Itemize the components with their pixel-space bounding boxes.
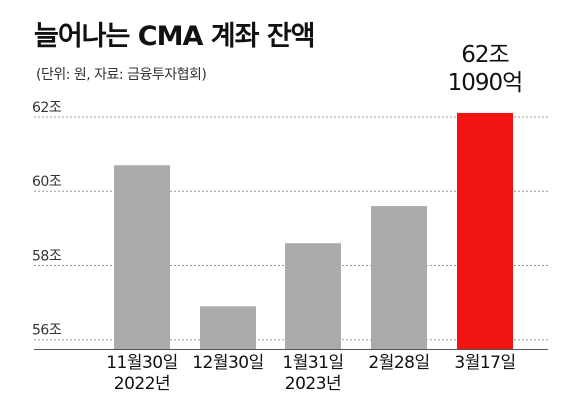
bar bbox=[114, 165, 170, 349]
bar bbox=[371, 206, 427, 349]
x-tick-label: 11월30일 bbox=[106, 353, 178, 373]
x-tick-label: 3월17일 bbox=[454, 353, 515, 373]
x-tick-label: 2월28일 bbox=[368, 353, 429, 373]
bar bbox=[285, 243, 341, 349]
x-tick-label: 2023년 bbox=[285, 374, 341, 394]
y-tick-label: 58조 bbox=[32, 248, 62, 264]
chart-title: 늘어나는 CMA 계좌 잔액 bbox=[34, 21, 315, 52]
y-tick-label: 62조 bbox=[32, 100, 62, 116]
x-tick-label: 2022년 bbox=[114, 374, 170, 394]
data-label: 1090억 bbox=[448, 70, 523, 96]
y-tick-label: 56조 bbox=[32, 323, 62, 339]
data-label: 62조 bbox=[461, 42, 508, 68]
x-tick-label: 12월30일 bbox=[192, 353, 264, 373]
bar bbox=[200, 306, 256, 349]
chart-subtitle: (단위: 원, 자료: 금융투자협회) bbox=[36, 67, 207, 83]
y-tick-label: 60조 bbox=[32, 174, 62, 190]
bar bbox=[457, 112, 513, 349]
x-tick-label: 1월31일 bbox=[282, 353, 343, 373]
